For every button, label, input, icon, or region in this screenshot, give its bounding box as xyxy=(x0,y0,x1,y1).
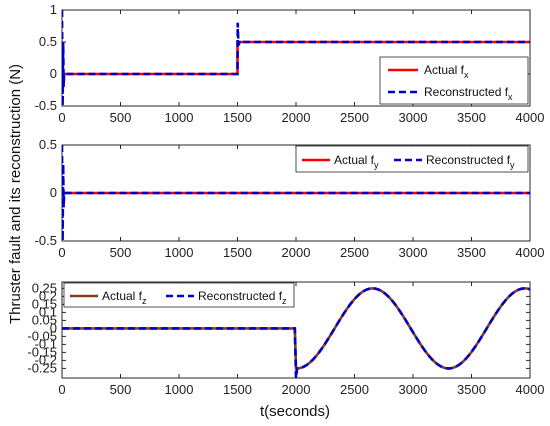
subplot-fy: 0 500 1000 1500 2000 2500 3000 3500 4000-0.500.5… xyxy=(35,137,545,260)
x-tick-label: 2000 xyxy=(282,110,311,125)
y-tick-label: 0.25 xyxy=(32,280,57,295)
y-tick-label: 0 xyxy=(50,320,57,335)
series-line-reconstructed xyxy=(62,287,530,378)
x-tick-label: 1500 xyxy=(223,110,252,125)
y-tick-label: -0.15 xyxy=(27,344,57,359)
series-line-reconstructed xyxy=(62,10,530,106)
legend-label: Reconstructed fy xyxy=(426,153,515,170)
series-line-reconstructed xyxy=(62,145,530,241)
x-tick-label: 2000 xyxy=(282,245,311,260)
x-tick-label: 1500 xyxy=(223,382,252,397)
y-tick-label: 0 xyxy=(50,66,57,81)
legend-label-subscript: z xyxy=(282,296,287,306)
x-tick-label: 2500 xyxy=(340,110,369,125)
y-axis-title: Thruster fault and its reconstruction (N… xyxy=(7,64,24,324)
x-tick-label: 2000 xyxy=(282,382,311,397)
x-tick-label: 3500 xyxy=(457,245,486,260)
y-tick-label: 0 xyxy=(50,185,57,200)
y-tick-label: -0.1 xyxy=(35,336,57,351)
legend-label-subscript: x xyxy=(464,70,469,80)
x-tick-label: 0 xyxy=(58,382,65,397)
x-tick-label: 3500 xyxy=(457,110,486,125)
y-tick-label: -0.2 xyxy=(35,352,57,367)
x-tick-label: 0 xyxy=(58,110,65,125)
x-axis-title: t(seconds) xyxy=(260,403,330,420)
legend-label-subscript: x xyxy=(508,92,513,102)
x-tick-label: 1500 xyxy=(223,245,252,260)
y-tick-label: 0.5 xyxy=(39,34,57,49)
x-tick-label: 1000 xyxy=(165,245,194,260)
x-tick-label: 500 xyxy=(110,382,132,397)
x-tick-label: 500 xyxy=(110,110,132,125)
x-tick-label: 500 xyxy=(110,245,132,260)
legend-label: Reconstructed fz xyxy=(198,289,287,306)
y-tick-label: -0.05 xyxy=(27,328,57,343)
y-tick-label: 0.1 xyxy=(39,304,57,319)
legend-label: Actual fx xyxy=(424,63,469,80)
legend-label: Reconstructed fx xyxy=(424,85,513,102)
x-tick-label: 3000 xyxy=(399,245,428,260)
y-tick-label: 0.15 xyxy=(32,296,57,311)
x-tick-label: 0 xyxy=(58,245,65,260)
legend-label-subscript: z xyxy=(142,296,147,306)
x-tick-label: 2500 xyxy=(340,382,369,397)
legend-box xyxy=(379,56,529,105)
x-tick-label: 3000 xyxy=(399,382,428,397)
y-tick-label: 0.05 xyxy=(32,312,57,327)
y-tick-label: -0.5 xyxy=(35,98,57,113)
legend: Actual fz Reconstructed fz xyxy=(63,282,295,308)
y-tick-label: 0.5 xyxy=(39,137,57,152)
y-tick-label: -0.5 xyxy=(35,233,57,248)
legend-label: Actual fy xyxy=(334,153,379,170)
x-tick-label: 4000 xyxy=(516,245,545,260)
y-tick-label: 1 xyxy=(50,2,57,17)
x-tick-label: 4000 xyxy=(516,110,545,125)
legend: Actual fx Reconstructed fx xyxy=(379,56,529,105)
x-tick-label: 1000 xyxy=(165,382,194,397)
legend-label-subscript: y xyxy=(374,160,379,170)
y-tick-label: -0.25 xyxy=(27,360,57,375)
y-tick-label: 0.2 xyxy=(39,288,57,303)
x-tick-label: 3500 xyxy=(457,382,486,397)
subplot-fx: 0 500 1000 1500 2000 2500 3000 3500 4000-0.500.5… xyxy=(35,2,545,125)
x-tick-label: 4000 xyxy=(516,382,545,397)
x-tick-label: 3000 xyxy=(399,110,428,125)
legend-label-subscript: y xyxy=(510,160,515,170)
legend-label: Actual fz xyxy=(102,289,147,306)
legend: Actual fy Reconstructed fy xyxy=(295,145,529,173)
x-tick-label: 2500 xyxy=(340,245,369,260)
subplot-fz: 0 500 1000 1500 2000 2500 3000 3500 4000-0.25-0.… xyxy=(27,280,544,397)
x-tick-label: 1000 xyxy=(165,110,194,125)
